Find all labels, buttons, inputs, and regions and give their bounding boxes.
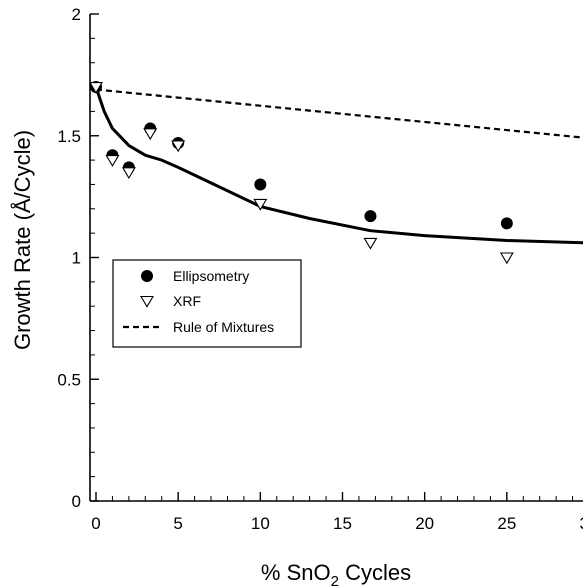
legend-label: XRF — [173, 293, 201, 309]
x-tick-label: 25 — [497, 514, 516, 533]
x-axis-title-suffix: Cycles — [339, 560, 411, 585]
y-axis-title: Growth Rate (Å/Cycle) — [10, 130, 35, 350]
legend-ellipsometry-marker — [141, 270, 153, 282]
y-tick-label: 0.5 — [57, 370, 81, 389]
rule-of-mixtures-line — [95, 88, 583, 139]
x-tick-label: 0 — [91, 514, 100, 533]
ellipsometry-point — [364, 210, 377, 223]
y-tick-label: 1 — [72, 249, 81, 268]
ellipsometry-point — [254, 178, 267, 191]
fit-curve — [94, 86, 583, 245]
x-tick-label: 20 — [415, 514, 434, 533]
xrf-point — [105, 155, 120, 167]
chart-curves — [94, 86, 583, 245]
xrf-point — [89, 82, 103, 94]
x-tick-label: 5 — [173, 514, 182, 533]
x-tick-label: 15 — [333, 514, 352, 533]
x-axis-title-subscript: 2 — [331, 573, 339, 586]
xrf-point — [253, 198, 268, 211]
x-axis-title-prefix: % SnO — [261, 560, 331, 585]
legend-label: Rule of Mixtures — [173, 319, 274, 335]
y-tick-label: 0 — [72, 492, 81, 511]
legend-xrf-marker — [140, 295, 154, 308]
x-tick-label: 10 — [251, 514, 270, 533]
axis-tick-labels: 00.511.52051015202530 — [57, 5, 583, 533]
chart-markers — [89, 81, 514, 265]
x-tick-label: 30 — [580, 514, 583, 533]
xrf-point — [171, 140, 186, 153]
xrf-point — [121, 167, 136, 180]
xrf-point — [499, 252, 514, 265]
ellipsometry-point — [500, 217, 513, 230]
axis-ticks — [90, 13, 574, 502]
xrf-point — [363, 237, 378, 250]
x-axis-title: % SnO2 Cycles — [261, 560, 411, 586]
legend: Ellipsometry XRF Rule of Mixtures — [112, 259, 302, 348]
y-tick-label: 2 — [72, 5, 81, 24]
y-tick-label: 1.5 — [57, 127, 81, 146]
xrf-point — [143, 128, 158, 141]
legend-label: Ellipsometry — [173, 268, 249, 284]
